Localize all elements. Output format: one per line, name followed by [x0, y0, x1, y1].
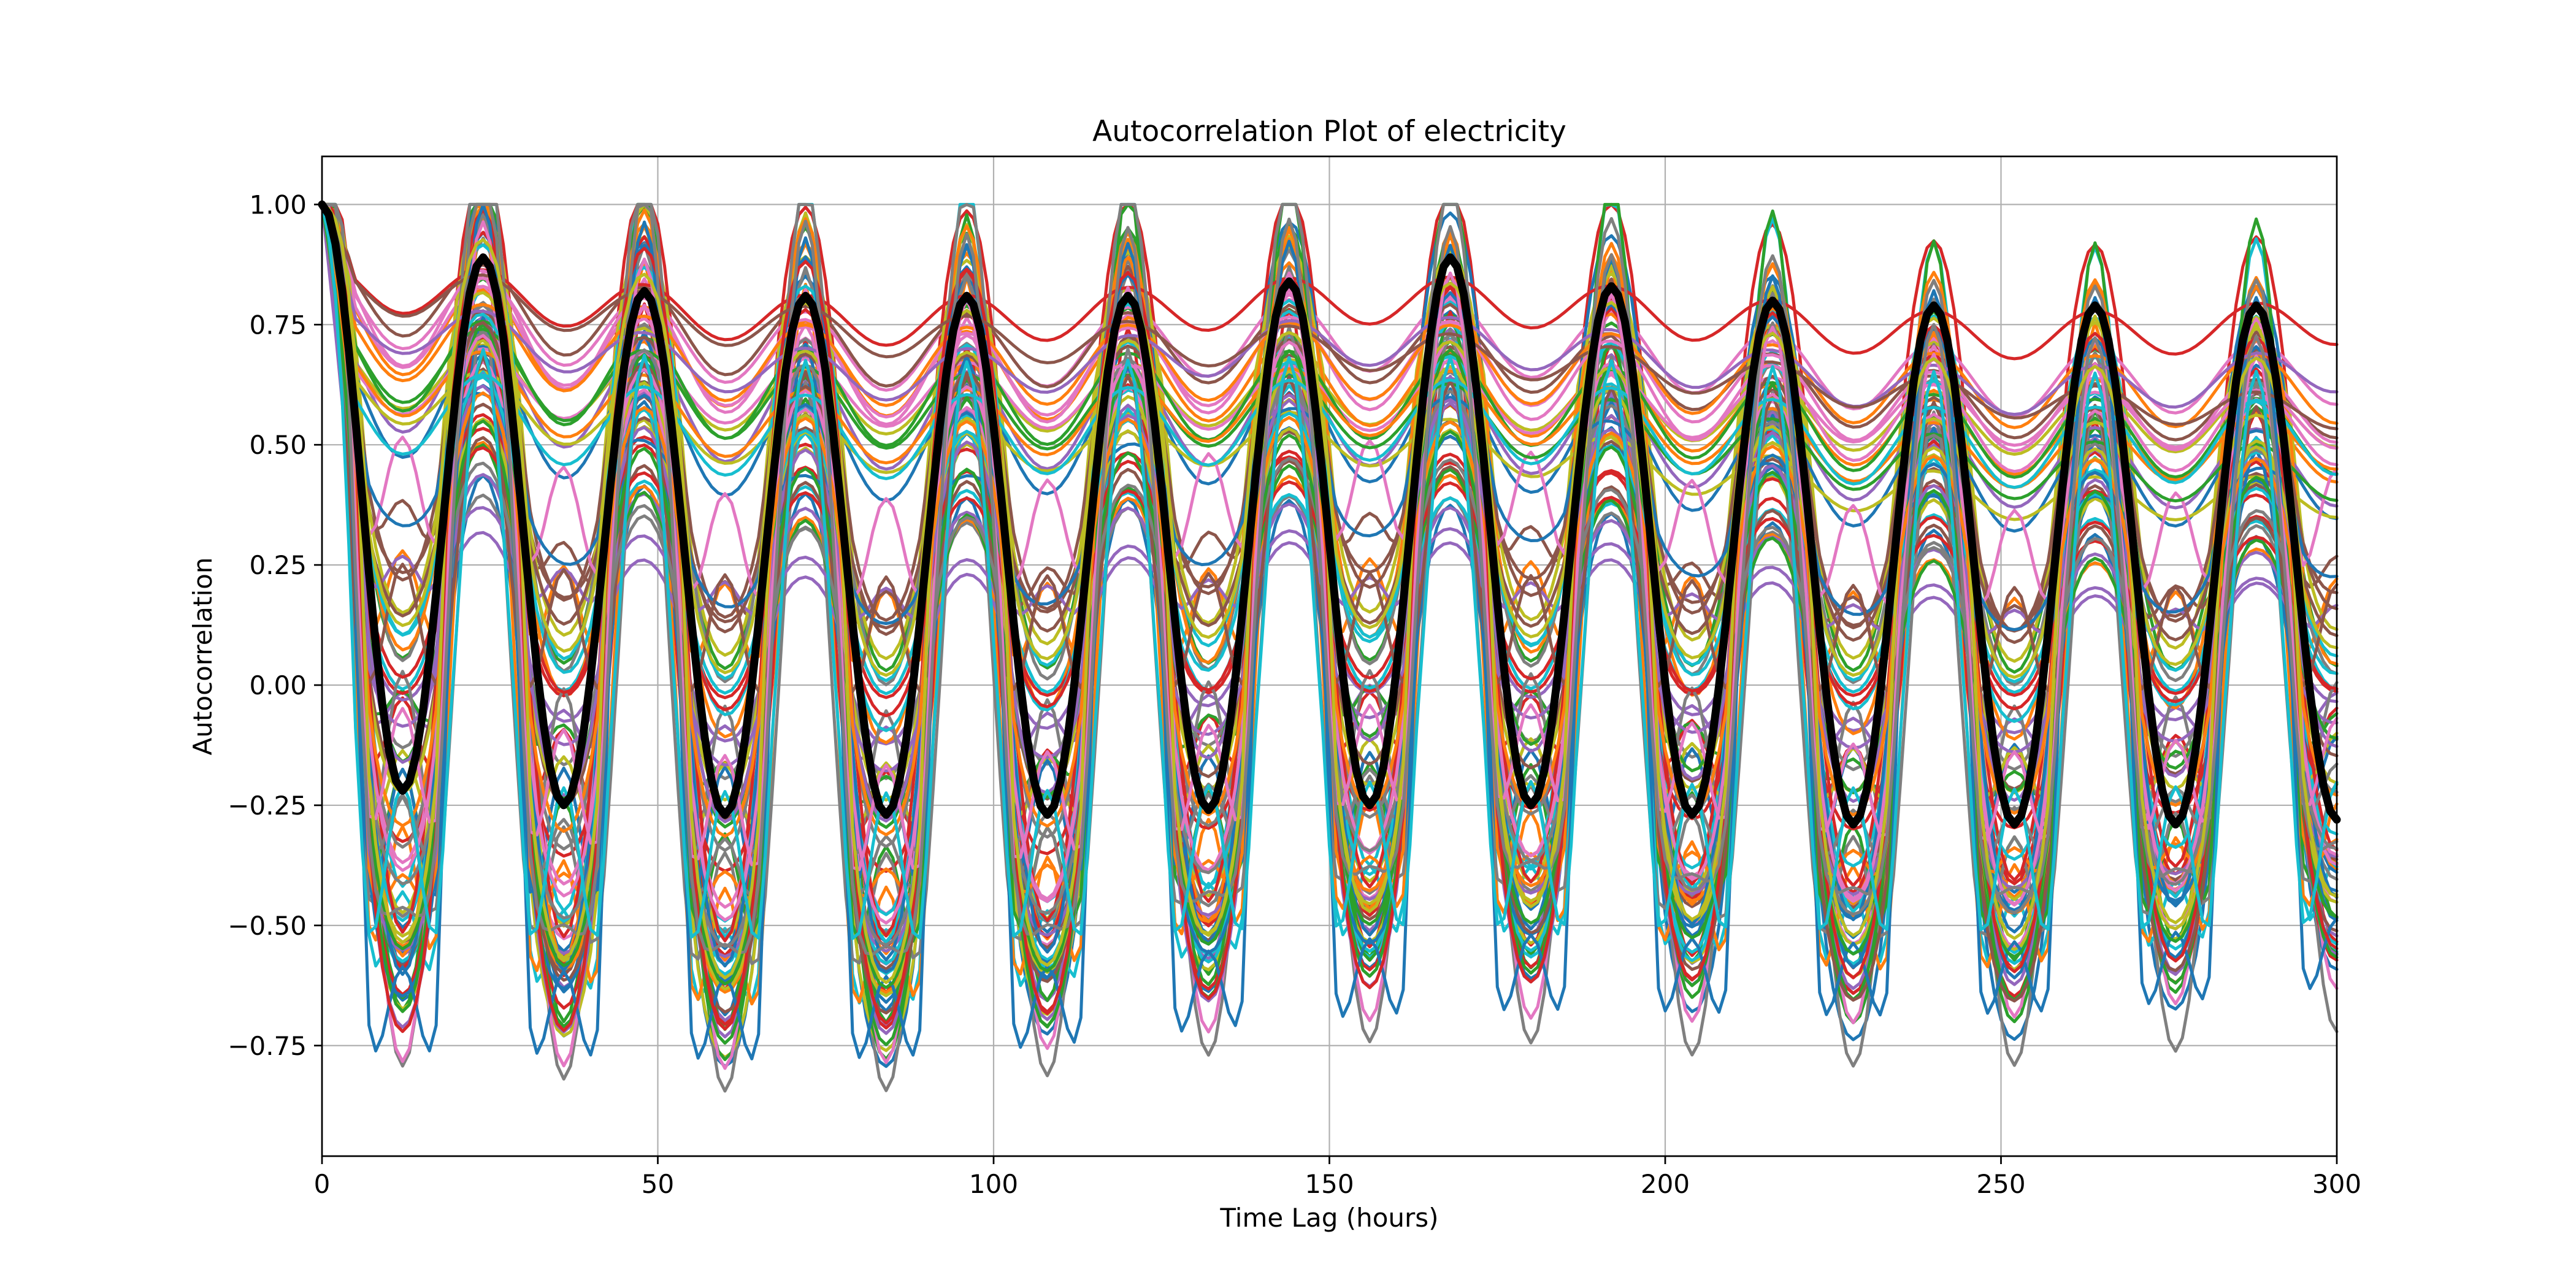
x-tick-label: 0	[314, 1169, 331, 1199]
autocorrelation-series-line	[320, 202, 2339, 940]
y-tick-label: −0.75	[228, 1031, 307, 1061]
y-tick-label: 0.25	[249, 550, 307, 580]
x-tick-label: 150	[1305, 1169, 1354, 1199]
y-tick-label: −0.25	[228, 791, 307, 821]
chart-title: Autocorrelation Plot of electricity	[1092, 115, 1566, 148]
x-tick-label: 100	[969, 1169, 1018, 1199]
y-axis-label: Autocorrelation	[188, 558, 218, 756]
autocorrelation-series-line	[320, 202, 2339, 489]
y-tick-label: 0.75	[249, 310, 307, 340]
x-tick-label: 200	[1641, 1169, 1690, 1199]
x-tick-label: 300	[2312, 1169, 2361, 1199]
y-tick-label: 1.00	[249, 190, 307, 220]
y-tick-label: 0.50	[249, 430, 307, 460]
autocorrelation-series-line	[320, 202, 2339, 984]
x-tick-label: 50	[642, 1169, 674, 1199]
y-tick-label: −0.50	[228, 911, 307, 941]
ticks-layer: 0 50 100 150 200 250 300 1.00 0.75 0.50 0.25 0.00 −0…	[228, 190, 2361, 1199]
y-tick-label: 0.00	[249, 670, 307, 700]
mean-series-layer	[318, 200, 2341, 829]
autocorrelation-series-line	[320, 202, 2339, 503]
mean-autocorrelation-line	[318, 200, 2341, 829]
x-axis-label: Time Lag (hours)	[1219, 1203, 1438, 1233]
x-tick-label: 250	[1976, 1169, 2025, 1199]
autocorrelation-series-line	[320, 202, 2339, 956]
